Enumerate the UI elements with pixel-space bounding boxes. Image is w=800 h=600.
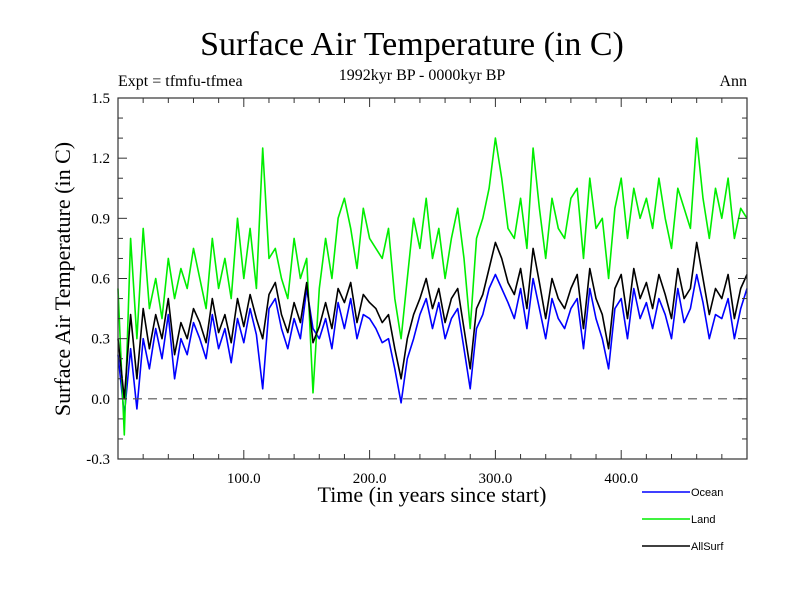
season-label: Ann <box>719 73 747 90</box>
ticks-layer <box>118 98 747 459</box>
series-layer <box>117 137 748 436</box>
y-tick-label: 1.5 <box>91 91 110 107</box>
y-tick-label: 0.6 <box>91 272 110 288</box>
y-tick-label: 0.9 <box>91 211 110 227</box>
series-line-ocean <box>117 273 748 416</box>
legend-label-ocean: Ocean <box>691 487 723 499</box>
x-axis-label: Time (in years since start) <box>318 482 547 507</box>
series-line-allsurf <box>117 241 748 400</box>
y-axis-label: Surface Air Temperature (in C) <box>50 142 75 416</box>
legend-label-allsurf: AllSurf <box>691 541 724 553</box>
y-tick-label: 1.2 <box>91 151 110 167</box>
y-tick-label: 0.0 <box>91 392 110 408</box>
legend: Ocean Land AllSurf <box>642 487 724 553</box>
x-tick-label: 200.0 <box>353 471 387 487</box>
y-tick-label: -0.3 <box>86 452 110 468</box>
period-label: 1992kyr BP - 0000kyr BP <box>339 67 506 84</box>
chart-title: Surface Air Temperature (in C) <box>200 26 624 63</box>
x-tick-label: 300.0 <box>479 471 513 487</box>
series-line-land <box>117 137 748 436</box>
x-tick-label: 400.0 <box>604 471 638 487</box>
y-tick-label: 0.3 <box>91 332 110 348</box>
tick-labels-layer: 100.0 200.0 300.0 400.0 -0.3 0.0 0.3 0.6 0.9 1.2 1… <box>86 91 638 487</box>
experiment-label: Expt = tfmfu-tfmea <box>118 73 243 90</box>
legend-label-land: Land <box>691 514 715 526</box>
plot-frame <box>117 97 748 460</box>
x-tick-label: 100.0 <box>227 471 261 487</box>
